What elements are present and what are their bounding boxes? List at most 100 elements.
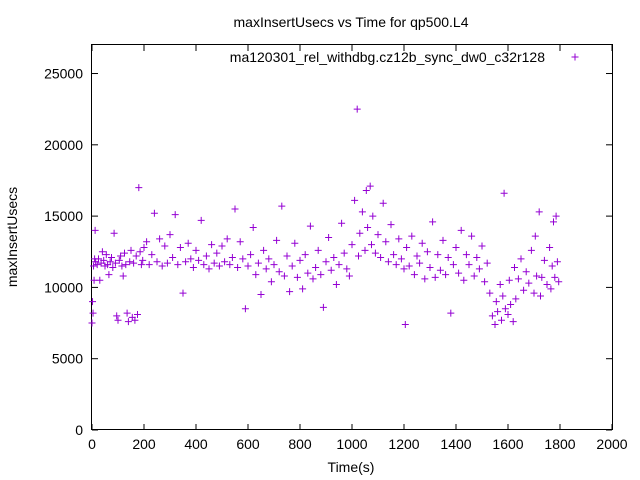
data-point bbox=[382, 238, 390, 246]
data-point bbox=[111, 259, 119, 267]
data-point bbox=[118, 262, 126, 270]
data-point bbox=[114, 316, 122, 324]
data-point bbox=[265, 255, 273, 263]
data-point bbox=[124, 318, 132, 326]
data-point bbox=[330, 253, 338, 261]
data-point bbox=[163, 259, 171, 267]
data-point bbox=[397, 255, 405, 263]
data-point bbox=[90, 262, 98, 270]
data-point bbox=[234, 263, 242, 271]
data-point bbox=[117, 252, 125, 260]
data-point bbox=[345, 272, 353, 280]
data-point bbox=[361, 246, 369, 254]
x-tick-label: 1200 bbox=[388, 436, 419, 452]
data-point bbox=[148, 251, 156, 259]
data-point bbox=[134, 311, 141, 318]
data-point bbox=[314, 246, 322, 254]
data-point bbox=[110, 229, 118, 237]
data-point bbox=[140, 243, 148, 251]
data-point bbox=[136, 248, 144, 256]
data-point bbox=[478, 242, 486, 250]
data-point bbox=[509, 318, 517, 326]
data-point bbox=[364, 224, 372, 232]
data-point bbox=[540, 256, 548, 264]
data-point bbox=[356, 229, 364, 237]
data-point bbox=[241, 305, 249, 313]
data-point bbox=[332, 281, 340, 289]
data-point bbox=[499, 292, 507, 300]
data-point bbox=[123, 309, 131, 317]
y-tick-label: 0 bbox=[75, 422, 83, 438]
data-point bbox=[137, 261, 145, 269]
data-point bbox=[537, 292, 544, 300]
data-point bbox=[442, 271, 450, 279]
legend-plus-icon bbox=[571, 53, 579, 61]
data-point bbox=[113, 312, 121, 320]
data-point bbox=[299, 285, 307, 293]
data-point bbox=[530, 289, 538, 297]
data-point bbox=[405, 262, 413, 270]
data-point bbox=[470, 272, 478, 280]
data-point bbox=[267, 278, 275, 286]
data-point bbox=[122, 261, 130, 269]
data-point bbox=[496, 281, 504, 289]
data-point bbox=[460, 276, 468, 284]
data-point bbox=[121, 249, 128, 257]
data-point bbox=[283, 252, 291, 260]
data-point bbox=[377, 253, 385, 261]
data-point bbox=[547, 285, 555, 293]
data-point bbox=[473, 253, 481, 261]
data-point bbox=[500, 189, 508, 197]
data-point bbox=[131, 316, 139, 324]
data-point bbox=[288, 262, 296, 270]
data-point bbox=[379, 199, 387, 207]
data-point bbox=[100, 256, 108, 264]
data-point bbox=[452, 243, 460, 251]
y-tick-label: 25000 bbox=[44, 66, 83, 82]
data-point bbox=[161, 242, 169, 250]
data-point bbox=[555, 278, 563, 286]
data-point bbox=[551, 273, 559, 281]
data-point bbox=[221, 258, 229, 266]
data-point bbox=[369, 212, 377, 220]
data-point bbox=[384, 258, 392, 266]
legend-label: ma120301_rel_withdbg.cz12b_sync_dw0_c32r… bbox=[230, 49, 545, 65]
data-point bbox=[543, 281, 551, 289]
data-point bbox=[215, 262, 223, 270]
data-point bbox=[88, 319, 96, 327]
data-point bbox=[192, 246, 200, 254]
data-point bbox=[553, 258, 561, 266]
data-point bbox=[455, 269, 463, 277]
data-point bbox=[158, 262, 166, 270]
data-point bbox=[208, 241, 216, 249]
x-tick-label: 800 bbox=[288, 436, 312, 452]
data-point bbox=[218, 242, 226, 250]
data-point bbox=[426, 263, 434, 271]
data-point bbox=[296, 256, 304, 264]
data-point bbox=[189, 263, 197, 271]
data-point bbox=[96, 276, 104, 284]
data-point bbox=[351, 196, 359, 204]
data-point bbox=[325, 234, 333, 241]
data-point bbox=[501, 305, 509, 313]
data-point bbox=[301, 251, 309, 259]
data-point bbox=[366, 182, 374, 190]
data-point bbox=[535, 208, 543, 216]
data-point bbox=[444, 253, 452, 261]
data-point bbox=[130, 259, 138, 267]
data-point bbox=[514, 275, 522, 283]
data-point bbox=[171, 211, 179, 219]
data-point bbox=[468, 232, 476, 240]
data-point bbox=[507, 301, 515, 309]
x-tick-label: 400 bbox=[184, 436, 208, 452]
data-point bbox=[197, 216, 205, 224]
data-point bbox=[135, 184, 143, 192]
data-point bbox=[228, 253, 236, 261]
y-tick-label: 5000 bbox=[52, 351, 83, 367]
data-point bbox=[176, 243, 184, 251]
data-point bbox=[293, 273, 301, 281]
data-point bbox=[286, 288, 294, 296]
x-tick-label: 1400 bbox=[440, 436, 471, 452]
data-point bbox=[403, 243, 411, 251]
